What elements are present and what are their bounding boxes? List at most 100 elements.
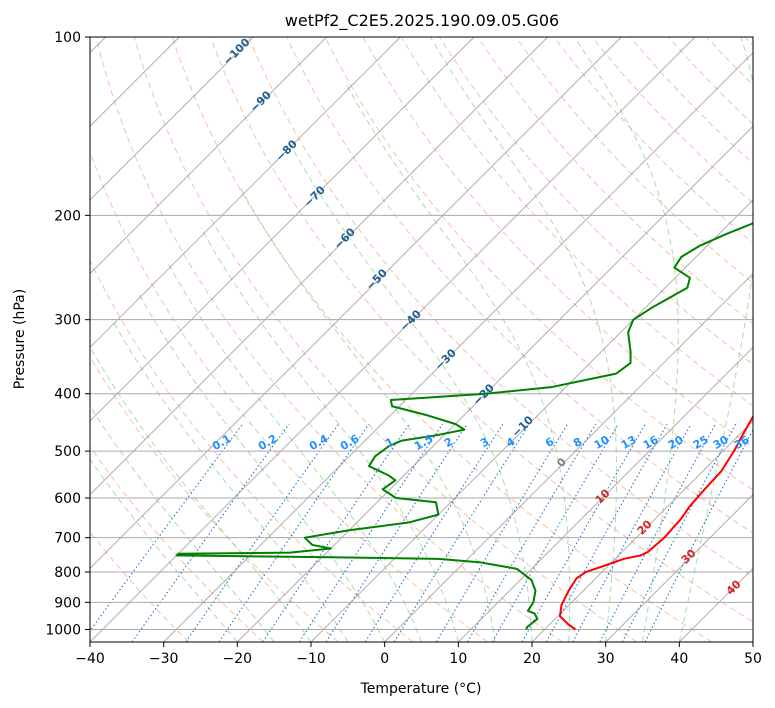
- y-tick-label: 800: [54, 565, 81, 581]
- dry-adiabat-line: [286, 37, 753, 534]
- mixing-ratio-label: 20: [666, 433, 686, 452]
- dry-adiabat-line: [90, 531, 190, 642]
- mixing-ratio-line: [262, 423, 410, 642]
- mixing-ratio-line: [491, 423, 619, 642]
- mixing-ratio-line: [393, 423, 530, 642]
- mixing-ratio-line: [298, 423, 444, 642]
- moist-adiabat-line: [166, 262, 422, 642]
- moist-adiabat-line: [678, 37, 753, 642]
- moist-adiabat-line: [240, 187, 496, 642]
- isotherm-line: [384, 273, 753, 642]
- dry-adiabat-label: −40: [397, 307, 424, 334]
- x-tick-label: 10: [449, 651, 467, 667]
- dry-adiabat-label: 20: [635, 517, 655, 537]
- mixing-ratio-label: 2: [442, 435, 455, 450]
- mixing-ratio-label: 0.6: [338, 432, 362, 453]
- isotherm-line: [90, 37, 401, 348]
- mixing-ratio-label: 16: [641, 433, 661, 452]
- mixing-ratio-label: 0.1: [210, 432, 233, 453]
- mixing-ratio-label: 0.4: [307, 432, 331, 453]
- dry-adiabat-line: [324, 37, 753, 491]
- y-tick-label: 700: [54, 531, 81, 547]
- mixing-ratio-line: [435, 423, 569, 642]
- dry-adiabat-line: [706, 37, 753, 86]
- mixing-ratio-label: 8: [571, 435, 584, 450]
- x-tick-label: 20: [523, 651, 541, 667]
- y-tick-label: 900: [54, 595, 81, 611]
- isotherm-line: [90, 37, 548, 496]
- dewpoint-profile: [175, 222, 753, 630]
- isotherm-line: [458, 346, 753, 642]
- y-axis-label: Pressure (hPa): [12, 289, 28, 389]
- moist-adiabat-line: [574, 37, 679, 642]
- mixing-ratio-line: [467, 423, 597, 642]
- dry-adiabat-line: [90, 356, 339, 642]
- dry-adiabat-line: [133, 37, 638, 642]
- y-tick-label: 500: [54, 444, 81, 460]
- dry-adiabat-line: [90, 259, 414, 642]
- dry-adiabat-line: [90, 445, 264, 642]
- axes: −100−90−80−70−60−50−40−30−20−10010203040…: [45, 30, 762, 667]
- mixing-ratio-label: 25: [691, 433, 711, 452]
- moist-adiabat-line: [345, 83, 571, 642]
- x-tick-label: −10: [296, 651, 326, 667]
- chart-title: wetPf2_C2E5.2025.190.09.05.G06: [285, 11, 559, 31]
- isotherm-line: [531, 420, 753, 642]
- dry-adiabat-label: −90: [247, 88, 274, 115]
- mixing-ratio-line: [599, 423, 716, 642]
- dry-adiabat-label: −100: [221, 35, 253, 67]
- moist-adiabat-line: [430, 37, 618, 642]
- dry-adiabat-line: [171, 37, 712, 642]
- dry-adiabat-label: −10: [509, 413, 536, 440]
- dry-adiabat-line: [515, 37, 753, 284]
- isotherm-line: [90, 37, 327, 275]
- temperature-profile: [558, 414, 753, 631]
- mixing-ratio-label: 10: [592, 433, 612, 452]
- isotherm-line: [90, 37, 254, 201]
- isotherm-line: [310, 199, 753, 642]
- x-axis-label: Temperature (°C): [360, 681, 482, 697]
- dry-adiabat-line: [90, 150, 488, 642]
- isotherm-line: [605, 494, 753, 642]
- isotherm-line: [90, 37, 696, 642]
- x-tick-label: 30: [597, 651, 615, 667]
- mixing-ratio-line: [218, 423, 370, 642]
- y-tick-label: 200: [54, 208, 81, 224]
- x-tick-label: 0: [380, 651, 389, 667]
- x-tick-label: 40: [670, 651, 688, 667]
- dry-adiabat-line: [744, 37, 753, 47]
- y-tick-label: 1000: [45, 622, 81, 638]
- isotherm-line: [90, 37, 622, 569]
- isotherm-line: [163, 52, 753, 642]
- mixing-ratio-label: 13: [619, 433, 639, 452]
- y-tick-label: 600: [54, 491, 81, 507]
- mixing-ratio-label: 0.2: [256, 432, 279, 453]
- dry-adiabat-label: 0: [554, 455, 569, 470]
- mixing-ratio-label: 30: [711, 433, 731, 452]
- y-tick-label: 400: [54, 387, 81, 403]
- dry-adiabat-line: [553, 37, 753, 244]
- mixing-ratio-line: [364, 423, 504, 642]
- x-tick-label: −30: [149, 651, 179, 667]
- plot-area: [90, 37, 753, 642]
- moist-adiabat-line: [137, 292, 386, 642]
- isotherm-line: [752, 641, 753, 642]
- mixing-ratio-line: [131, 423, 290, 642]
- plot-frame: [89, 36, 754, 643]
- mixing-ratio-line: [621, 423, 737, 642]
- y-tick-label: 100: [54, 30, 81, 46]
- isotherm-line: [90, 37, 475, 422]
- mixing-ratio-line: [644, 428, 753, 642]
- mixing-ratio-line: [572, 423, 692, 642]
- x-tick-label: −20: [223, 651, 253, 667]
- dry-adiabat-label: −20: [470, 381, 497, 408]
- moist-adiabat-line: [111, 319, 349, 642]
- dry-adiabat-line: [248, 37, 753, 578]
- x-tick-label: −40: [75, 651, 105, 667]
- x-tick-label: 50: [744, 651, 762, 667]
- mixing-ratio-line: [185, 423, 340, 642]
- moist-adiabat-line: [90, 405, 275, 642]
- dry-adiabat-line: [95, 37, 563, 642]
- moist-adiabat-line: [200, 227, 459, 642]
